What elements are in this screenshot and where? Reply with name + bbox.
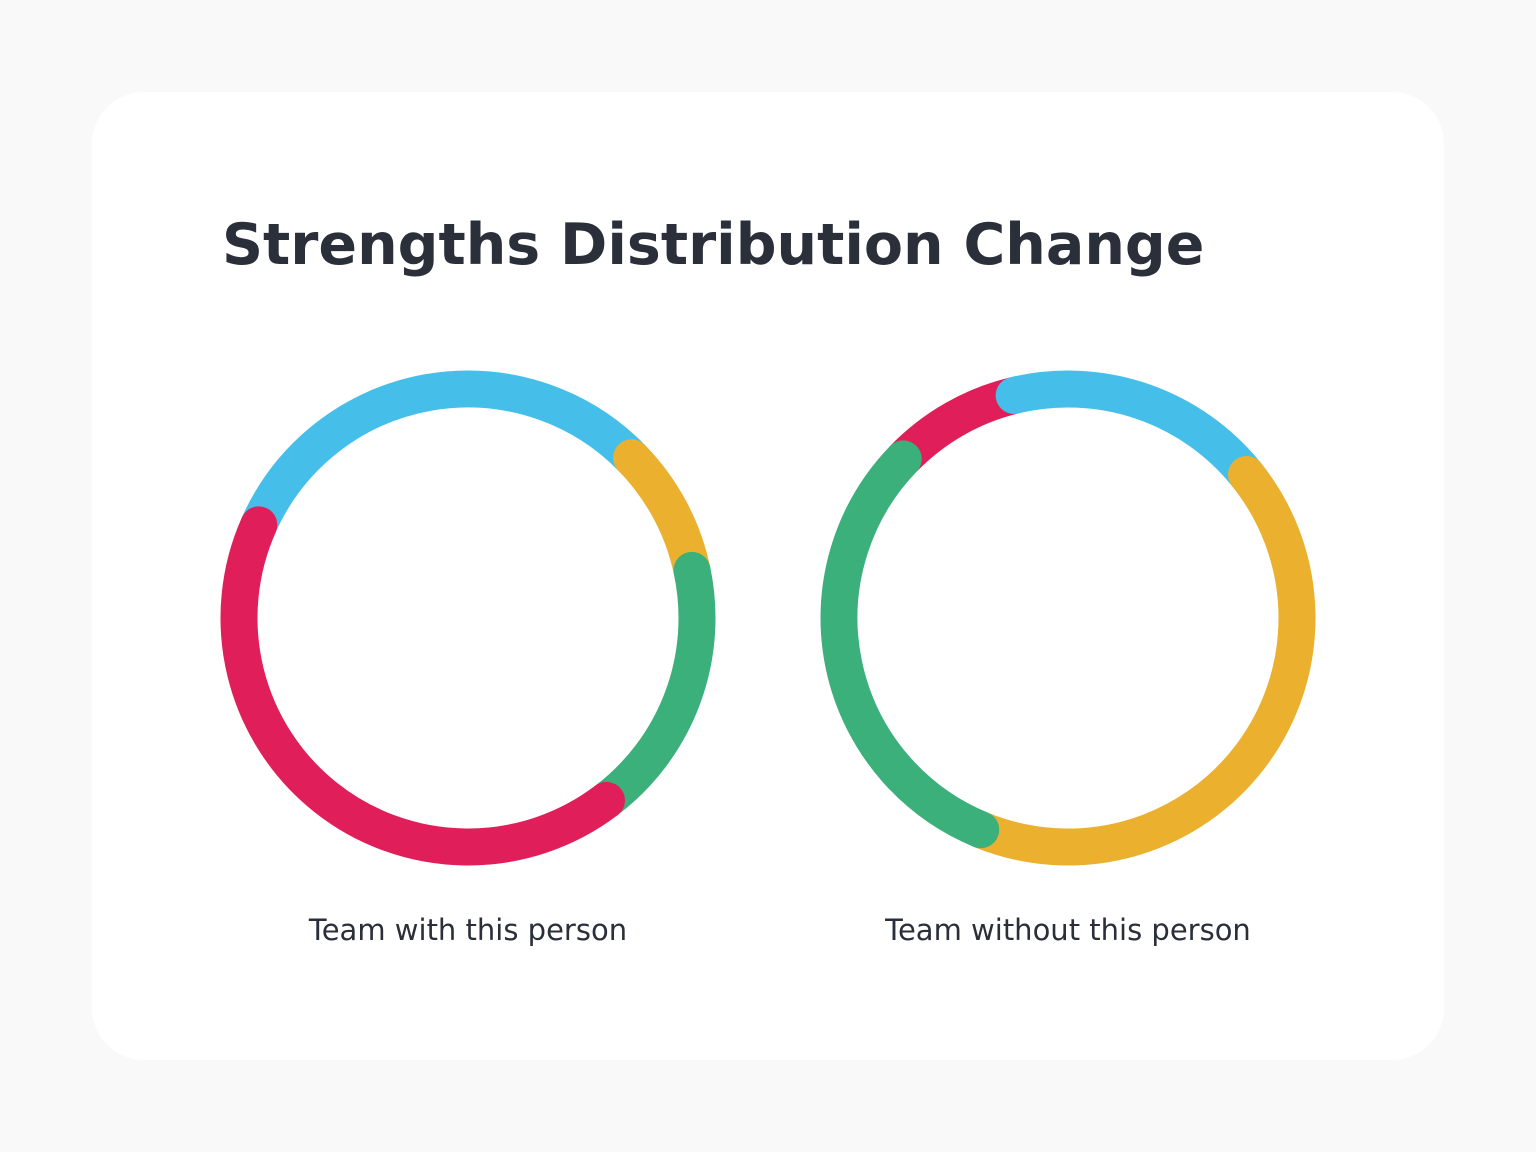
card xyxy=(92,92,1444,1060)
donut-segment xyxy=(240,370,651,544)
donut-segment xyxy=(820,440,1000,849)
page-title: Strengths Distribution Change xyxy=(222,212,1204,278)
chart-label: Team with this person xyxy=(308,913,627,947)
donut-segment xyxy=(220,506,625,866)
donut-segment xyxy=(995,370,1265,494)
donut-segment xyxy=(962,456,1316,866)
chart-label: Team without this person xyxy=(884,913,1251,947)
donut-segment xyxy=(587,551,716,819)
